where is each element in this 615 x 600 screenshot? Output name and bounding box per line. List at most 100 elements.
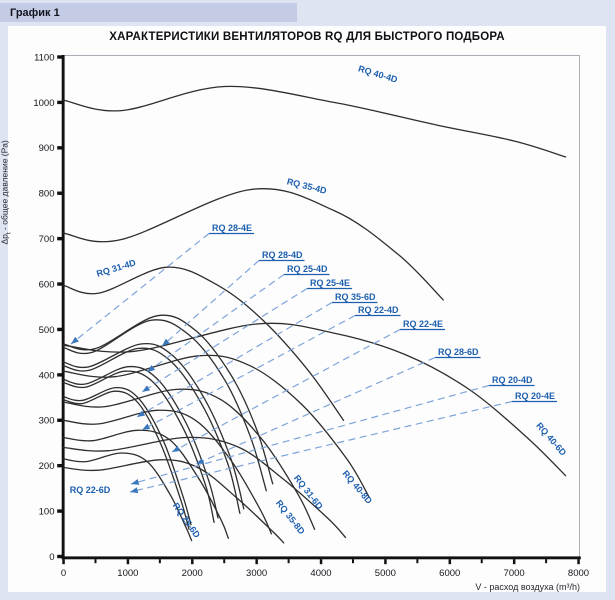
series-label: RQ 25-4D [287,264,328,274]
x-tick-minor [545,559,548,564]
series-label: RQ 20-4E [515,391,555,401]
x-tick-label: 4000 [310,568,331,579]
y-tick [57,509,63,513]
x-tick-label: 3000 [246,568,267,579]
series-label: RQ 35-8D [274,498,307,536]
x-tick-major [255,559,258,565]
series-label: RQ 35-6D [335,292,376,302]
series-curve [62,347,241,515]
x-tick-label: 0 [61,568,66,579]
y-tick [57,100,63,105]
y-tick-label: 600 [39,279,55,290]
y-tick [57,146,63,150]
series-label: RQ 20-4D [492,375,533,385]
series-curve [62,319,267,492]
y-tick [57,418,63,422]
leader-line [141,314,356,431]
series-curve [62,436,347,539]
y-tick-label: 400 [39,370,55,381]
x-axis-label: V - расход воздуха (m³/h) [475,582,580,592]
x-axis-line [61,556,581,560]
x-tick-major [319,559,323,565]
y-tick-label: 800 [39,189,55,200]
series-curve [62,354,370,499]
series-label: RQ 28-4D [262,250,303,260]
series-label: RQ 40-8D [340,468,374,506]
x-tick-major [384,559,387,565]
graph-header-bar: График 1 [0,3,297,22]
series-curve [62,322,567,477]
y-tick [57,327,63,332]
x-tick-label: 7000 [504,568,525,579]
leader-lines-group [70,233,513,494]
leader-line [70,233,210,345]
x-tick-label: 2000 [182,568,203,579]
x-tick-minor [351,559,354,564]
leader-line [195,356,436,465]
x-tick-major [448,559,452,565]
x-tick-label: 1000 [117,568,138,579]
y-tick [57,282,63,286]
series-label: RQ 22-4D [358,305,399,315]
series-curve [62,459,285,544]
series-label: RQ 22-6D [70,485,111,495]
axes-group: 0 100 200 300 400 500 600 700 800 900 1000 1100 0 100… [33,52,589,578]
series-curve [62,314,274,485]
x-tick-minor [480,559,483,564]
x-tick-minor [223,559,226,564]
series-curve [62,365,219,519]
y-tick-label: 300 [39,416,55,427]
leader-line [161,260,260,347]
leader-line [146,274,285,373]
series-curve [62,388,316,530]
series-label: RQ 22-4E [403,319,443,329]
series-label: RQ 25-4E [310,278,350,288]
y-tick-label: 100 [39,506,55,517]
plot-box-border [63,55,580,558]
series-curve [62,266,345,421]
x-tick-minor [416,559,419,564]
series-curve [62,409,273,535]
x-tick-minor [94,559,97,564]
y-tick [57,191,63,195]
x-tick-minor [158,559,161,564]
x-tick-major [577,559,580,565]
series-curve [62,386,192,526]
y-tick-label: 500 [39,325,55,336]
series-label: RQ 28-6D [438,347,479,357]
x-tick-minor [287,559,290,564]
x-tick-major [191,559,194,565]
y-tick-label: 1100 [34,52,54,63]
y-tick [57,236,63,241]
x-tick-major [62,559,65,565]
graph-header-label: График 1 [10,6,60,19]
series-curve [62,188,444,301]
x-tick-label: 6000 [439,568,460,579]
leader-line [130,384,490,485]
series-curve [62,85,567,158]
series-curve [62,390,190,530]
y-tick-label: 700 [39,234,55,245]
y-tick-label: 1000 [33,98,54,109]
leader-line [141,287,308,393]
y-tick-label: 200 [39,461,55,472]
y-tick-label: 900 [39,143,55,154]
series-label: RQ 40-6D [534,420,568,458]
chart-title: ХАРАКТЕРИСТИКИ ВЕНТИЛЯТОРОВ RQ ДЛЯ БЫСТР… [109,31,505,43]
y-tick [57,463,63,468]
series-curve [62,342,245,510]
x-tick-major [512,559,516,565]
series-label: RQ 31-4D [95,257,137,279]
y-tick-label: 0 [49,552,54,563]
x-tick-label: 5000 [375,568,396,579]
y-tick [57,373,63,377]
x-tick-label: 8000 [568,568,589,579]
y-tick [57,554,63,559]
x-tick-major [126,559,130,565]
series-curve [62,370,215,524]
series-label: RQ 28-4E [212,223,252,233]
curves-group [62,85,567,544]
